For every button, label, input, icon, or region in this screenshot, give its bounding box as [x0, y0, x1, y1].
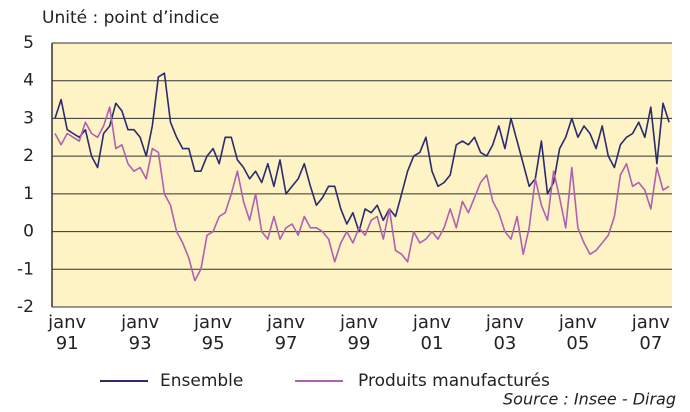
chart-title: Unité : point d’indice — [42, 8, 219, 28]
x-tick-label: janv 01 — [412, 312, 451, 354]
x-tick-label: janv 93 — [121, 312, 160, 354]
y-tick-label: -2 — [17, 297, 34, 317]
y-tick-label: 4 — [23, 71, 34, 91]
x-tick-label: janv 07 — [631, 312, 670, 354]
plot-area — [52, 43, 672, 307]
y-tick-label: 3 — [23, 108, 34, 128]
y-tick-label: 2 — [23, 146, 34, 166]
x-tick-label: janv 03 — [485, 312, 524, 354]
x-tick-label: janv 95 — [194, 312, 233, 354]
x-tick-label: janv 05 — [558, 312, 597, 354]
legend-label: Produits manufacturés — [358, 371, 550, 391]
y-tick-label: 0 — [23, 222, 34, 242]
x-tick-label: janv 99 — [339, 312, 379, 354]
y-tick-label: 1 — [23, 184, 34, 204]
x-tick-label: janv 97 — [266, 312, 306, 354]
x-tick-label: janv 91 — [48, 312, 87, 354]
series-line — [54, 72, 670, 233]
source: Source : Insee - Dirag — [503, 390, 676, 409]
legend-label: Ensemble — [160, 371, 243, 391]
series-line — [54, 106, 670, 282]
y-tick-label: -1 — [17, 259, 34, 279]
y-tick-label: 5 — [23, 33, 34, 53]
